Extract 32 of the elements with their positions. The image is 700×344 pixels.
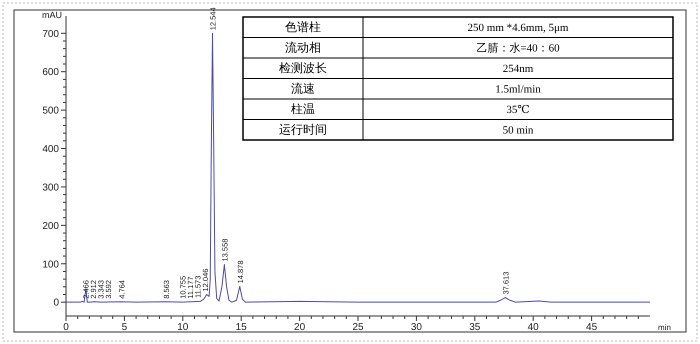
annotation: 254nm [502,63,534,75]
annotation: 检测波长 [279,61,327,75]
x-tick-label: 0 [63,322,70,333]
x-axis-title: min [658,323,671,332]
x-tick-label: 15 [236,322,248,333]
x-tick-label: 45 [586,322,598,333]
x-tick-label: 35 [469,322,481,333]
y-tick-label: 200 [42,220,60,232]
x-tick-label: 30 [410,322,422,333]
x-tick-label: 25 [352,322,364,333]
y-tick-label: 400 [42,144,60,156]
x-tick-label: 10 [177,322,189,333]
annotation: 运行时间 [279,122,327,136]
x-tick-label: 5 [122,322,128,333]
annotation: 250 mm *4.6mm, 5μm [468,22,569,34]
y-tick-label: 100 [42,259,60,270]
x-tick-label: 40 [528,322,540,333]
y-tick-label: 700 [42,28,60,40]
annotation: 流动相 [285,40,321,54]
y-tick-label: 500 [42,106,60,117]
annotation: 色谱柱 [285,20,321,34]
annotation: 流速 [291,82,315,96]
y-tick-label: 0 [53,298,60,309]
annotation: 柱温 [291,102,315,116]
y-tick-label: 300 [42,182,60,194]
y-tick-label: 600 [42,67,60,78]
x-tick-label: 20 [294,322,306,333]
annotation: 乙腈：水=40：60 [476,42,560,54]
annotation: 35℃ [506,104,530,116]
y-axis-title: mAU [42,10,62,20]
annotation: 50 min [502,124,534,136]
annotation: 1.5ml/min [495,84,542,96]
